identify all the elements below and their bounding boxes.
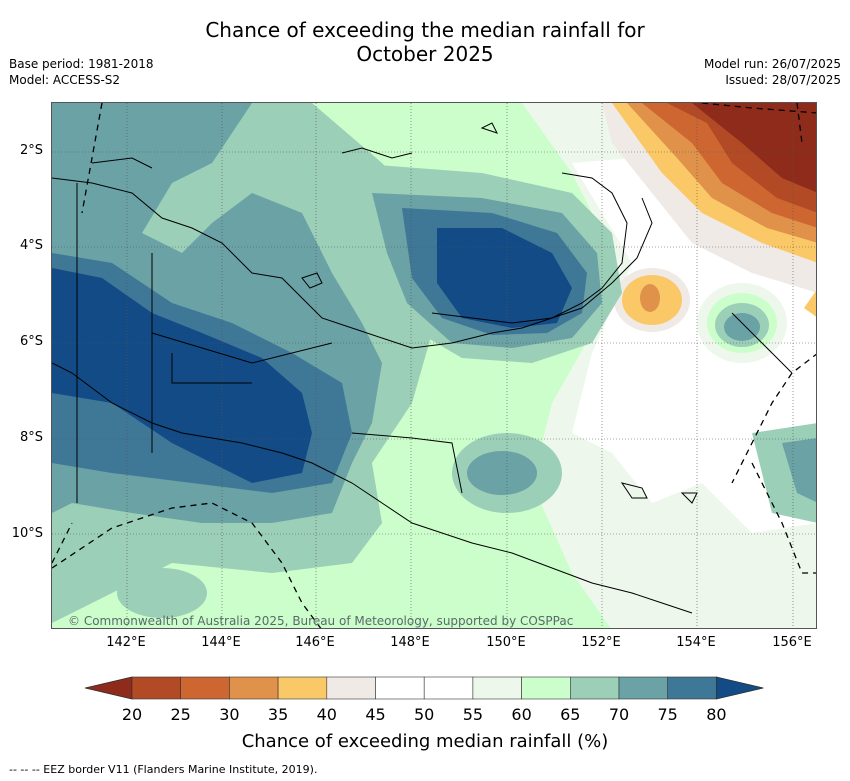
title-line-2: October 2025: [356, 42, 494, 66]
model-run-text: Model run: 26/07/2025: [703, 57, 841, 71]
colorbar-cell: [423, 676, 474, 700]
colorbar-cell: [326, 676, 376, 700]
colorbar-tick-label: 35: [267, 705, 289, 724]
lon-label-150e: 150°E: [486, 635, 526, 650]
base-period-text: Base period: 1981-2018: [9, 57, 154, 71]
patch-edge-35-40: [804, 290, 816, 317]
lon-label-156e: 156°E: [772, 635, 812, 650]
colorbar-tick-label: 25: [170, 705, 191, 724]
colorbar-tick-label: 65: [560, 705, 581, 724]
colorbar-tick-label: 50: [414, 705, 435, 724]
colorbar-cell: [521, 676, 571, 700]
eez-border: [52, 103, 816, 628]
meta-right: Model run: 26/07/2025 Issued: 28/07/2025: [704, 56, 841, 88]
south-patch-70-75: [467, 451, 537, 495]
colorbar-cell: [472, 676, 522, 700]
lon-label-142e: 142°E: [106, 635, 146, 650]
meta-left: Base period: 1981-2018 Model: ACCESS-S2: [9, 56, 154, 88]
copyright-text: © Commonwealth of Australia 2025, Bureau…: [68, 614, 574, 628]
colorbar-extend-low: [84, 676, 133, 700]
rainfall-map: [52, 103, 816, 628]
colorbar-cell: [618, 676, 669, 700]
region-below-20: [692, 103, 816, 193]
province-borders: [76, 183, 463, 503]
colorbar-cell: [569, 676, 620, 700]
colorbar-tick-label: 45: [365, 705, 386, 724]
colorbar-cell: [131, 676, 182, 700]
region-above-80-west: [52, 268, 312, 483]
lon-label-148e: 148°E: [390, 635, 430, 650]
colorbar-tick-label: 70: [608, 705, 630, 724]
lat-label-6s: 6°S: [19, 334, 43, 349]
east-edge-70-75: [782, 438, 816, 503]
map-title: Chance of exceeding the median rainfall …: [0, 18, 850, 66]
lon-label-146e: 146°E: [295, 635, 335, 650]
colorbar-cell: [277, 676, 328, 700]
lat-label-2s: 2°S: [19, 143, 43, 158]
colorbar-tick-label: 75: [657, 705, 678, 724]
lon-label-152e: 152°E: [581, 635, 621, 650]
lon-label-154e: 154°E: [676, 635, 716, 650]
patch-30-35: [640, 284, 660, 312]
lat-label-10s: 10°S: [11, 526, 43, 541]
sw-patch-65-70: [117, 568, 207, 618]
colorbar-tick-label: 60: [511, 705, 532, 724]
colorbar: [84, 676, 764, 700]
colorbar-tick-label: 80: [706, 705, 727, 724]
colorbar-label: Chance of exceeding median rainfall (%): [241, 731, 609, 752]
colorbar-tick-label: 30: [219, 705, 240, 724]
issued-text: Issued: 28/07/2025: [725, 73, 841, 87]
colorbar-cells: [84, 676, 764, 700]
model-text: Model: ACCESS-S2: [9, 73, 121, 87]
graticule: [52, 103, 816, 628]
lat-label-8s: 8°S: [19, 430, 43, 445]
title-line-1: Chance of exceeding the median rainfall …: [205, 18, 645, 42]
lat-label-4s: 4°S: [19, 238, 43, 253]
patch-70-75: [724, 313, 760, 341]
map-panel: [51, 102, 817, 629]
eez-legend-footer: -- -- -- EEZ border V11 (Flanders Marine…: [9, 763, 318, 776]
colorbar-tick-label: 40: [316, 705, 337, 724]
lon-label-144e: 144°E: [201, 635, 241, 650]
colorbar-cell: [229, 676, 279, 700]
colorbar-cell: [667, 676, 717, 700]
colorbar-cell: [180, 676, 230, 700]
colorbar-cell: [375, 676, 425, 700]
colorbar-tick-label: 55: [462, 705, 484, 724]
colorbar-tick-label: 20: [121, 705, 143, 724]
colorbar-extend-high: [716, 676, 764, 700]
coastlines: [52, 122, 793, 614]
region-above-80-central: [437, 228, 572, 328]
